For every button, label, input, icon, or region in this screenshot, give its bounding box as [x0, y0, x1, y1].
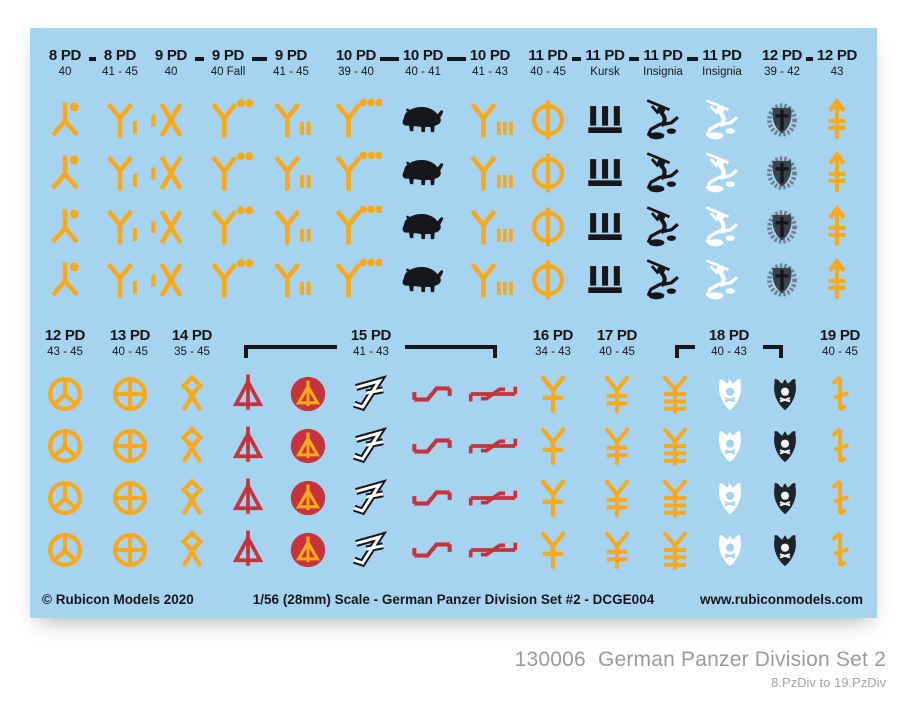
decal-sheet: © Rubicon Models 2020 1/56 (28mm) Scale …: [30, 28, 877, 618]
product-code: 130006: [514, 648, 586, 671]
scale-product-code-text: 1/56 (28mm) Scale - German Panzer Divisi…: [252, 592, 655, 607]
product-title: German Panzer Division Set 2: [597, 648, 886, 671]
product-caption: 130006 German Panzer Division Set 2 8.PzD…: [515, 648, 886, 690]
website-text: www.rubiconmodels.com: [699, 592, 863, 607]
product-title-line: 130006 German Panzer Division Set 2: [515, 648, 886, 672]
product-subtitle: 8.PzDiv to 19.PzDiv: [771, 675, 886, 690]
sheet-footer: © Rubicon Models 2020 1/56 (28mm) Scale …: [30, 592, 877, 612]
copyright-text: © Rubicon Models 2020: [42, 592, 194, 607]
